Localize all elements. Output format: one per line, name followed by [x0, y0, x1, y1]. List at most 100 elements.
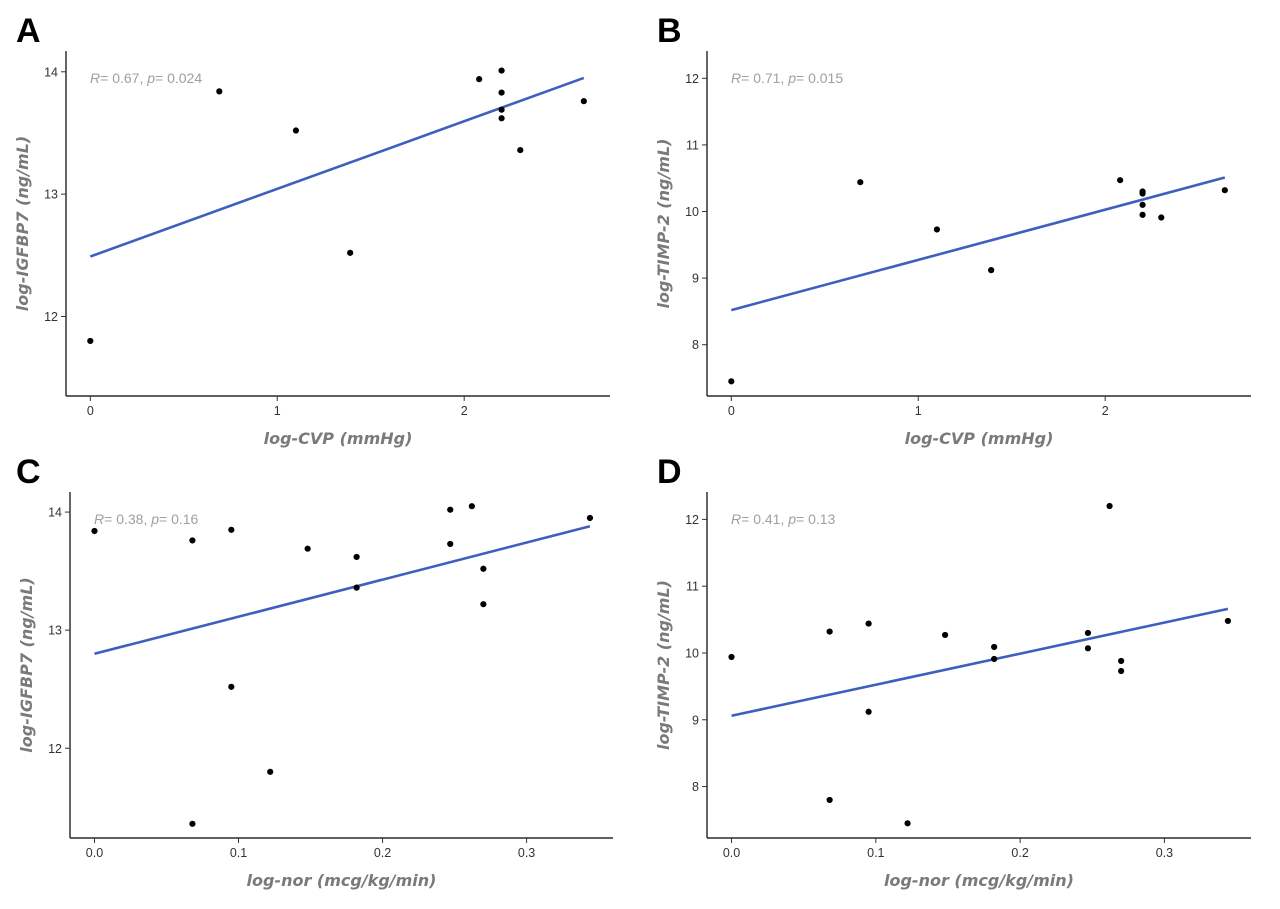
- correlation-annotation: R= 0.41, p= 0.13: [731, 511, 836, 527]
- panel-letter: B: [657, 12, 682, 50]
- data-point: [267, 768, 274, 775]
- annotation-p-value: = 0.015: [796, 70, 843, 86]
- data-point: [1158, 214, 1165, 221]
- y-tick-label: 12: [44, 310, 58, 324]
- x-tick-label: 1: [915, 404, 922, 418]
- data-point: [991, 655, 998, 663]
- data-point: [1139, 190, 1146, 197]
- data-point: [826, 628, 833, 635]
- x-axis-title: log-nor (mcg/kg/min): [247, 871, 437, 890]
- data-point: [353, 553, 360, 561]
- y-axis-title: log-TIMP-2 (ng/mL): [654, 580, 673, 750]
- annotation-p-label: p: [150, 511, 159, 527]
- annotation-r-value: = 0.38,: [104, 511, 151, 527]
- panel-letter: D: [657, 453, 682, 491]
- data-point: [304, 545, 311, 552]
- data-point: [189, 537, 196, 544]
- panel-letter: C: [16, 453, 41, 491]
- annotation-p-value: = 0.024: [155, 70, 202, 86]
- annotation-r-label: R: [90, 70, 100, 86]
- x-tick-label: 0.1: [230, 846, 247, 860]
- x-tick-label: 0: [87, 404, 94, 418]
- data-point: [1221, 187, 1228, 194]
- x-tick-label: 0.0: [723, 846, 740, 860]
- data-point: [728, 378, 735, 385]
- data-point: [988, 267, 995, 274]
- x-tick-label: 0.2: [1011, 846, 1028, 860]
- y-tick-label: 9: [692, 272, 699, 286]
- panel-d: D 0.0 0.1 0.2 0.3 8 9 10 11 12 log-nor (mcg/kg/min…: [654, 453, 1251, 890]
- data-point: [904, 820, 911, 827]
- data-point: [1224, 617, 1232, 625]
- y-axis-title: log-IGFBP7 (ng/mL): [17, 577, 36, 752]
- x-tick-label: 0: [728, 404, 735, 418]
- x-axis-title: log-CVP (mmHg): [905, 429, 1054, 448]
- y-tick-label: 9: [692, 713, 699, 727]
- panel-c: C 0.0 0.1 0.2 0.3 12 13 14 log-nor (mcg/kg/min) l…: [16, 453, 613, 890]
- data-point: [91, 527, 98, 535]
- x-tick-label: 2: [1102, 404, 1109, 418]
- regression-line: [731, 607, 1229, 718]
- x-axis-title: log-CVP (mmHg): [264, 429, 413, 448]
- y-tick-label: 10: [685, 205, 699, 219]
- data-point: [498, 67, 505, 74]
- panel-letter: A: [16, 12, 41, 50]
- annotation-p-value: = 0.16: [159, 511, 199, 527]
- data-point: [189, 820, 196, 827]
- annotation-p-value: = 0.13: [796, 511, 836, 527]
- data-point: [216, 88, 223, 95]
- y-tick-label: 11: [686, 580, 699, 594]
- x-tick-label: 0.2: [374, 846, 391, 860]
- y-tick-label: 8: [692, 338, 699, 352]
- regression-line: [94, 524, 591, 656]
- y-tick-label: 12: [685, 513, 699, 527]
- data-point: [1118, 657, 1125, 665]
- annotation-p-label: p: [787, 70, 796, 86]
- data-point: [865, 708, 872, 715]
- data-point: [991, 643, 998, 651]
- x-tick-label: 2: [461, 404, 468, 418]
- data-point: [580, 98, 587, 105]
- data-point: [1118, 667, 1125, 675]
- y-axis-title: log-TIMP-2 (ng/mL): [654, 139, 673, 309]
- annotation-r-label: R: [94, 511, 104, 527]
- data-point: [498, 106, 505, 113]
- data-point: [933, 226, 941, 233]
- y-tick-label: 13: [44, 188, 58, 202]
- y-tick-label: 10: [685, 646, 699, 660]
- data-point: [941, 631, 949, 639]
- y-tick-label: 14: [48, 506, 62, 520]
- data-point: [480, 601, 487, 608]
- data-point: [1106, 502, 1113, 510]
- y-tick-label: 12: [48, 742, 62, 756]
- y-tick-label: 8: [692, 780, 699, 794]
- x-axis-title: log-nor (mcg/kg/min): [884, 871, 1074, 890]
- data-point: [447, 506, 454, 513]
- x-tick-label: 0.1: [867, 846, 884, 860]
- x-tick-label: 0.3: [518, 846, 535, 860]
- regression-line: [730, 176, 1226, 312]
- y-tick-label: 13: [48, 624, 62, 638]
- correlation-annotation: R= 0.71, p= 0.015: [731, 70, 843, 86]
- data-point: [347, 249, 354, 256]
- data-point: [228, 526, 235, 533]
- data-point: [498, 115, 505, 122]
- annotation-r-value: = 0.67,: [100, 70, 147, 86]
- data-point: [87, 337, 94, 345]
- annotation-p-label: p: [146, 70, 155, 86]
- y-tick-label: 11: [686, 138, 699, 152]
- annotation-p-label: p: [787, 511, 796, 527]
- data-point: [447, 540, 454, 548]
- data-point: [728, 653, 735, 661]
- data-point: [826, 796, 833, 804]
- regression-line: [89, 76, 585, 258]
- data-point: [1139, 201, 1146, 208]
- data-point: [1084, 629, 1092, 637]
- data-point: [498, 89, 505, 96]
- annotation-r-value: = 0.41,: [741, 511, 788, 527]
- y-axis-title: log-IGFBP7 (ng/mL): [13, 136, 32, 311]
- data-point: [865, 620, 872, 627]
